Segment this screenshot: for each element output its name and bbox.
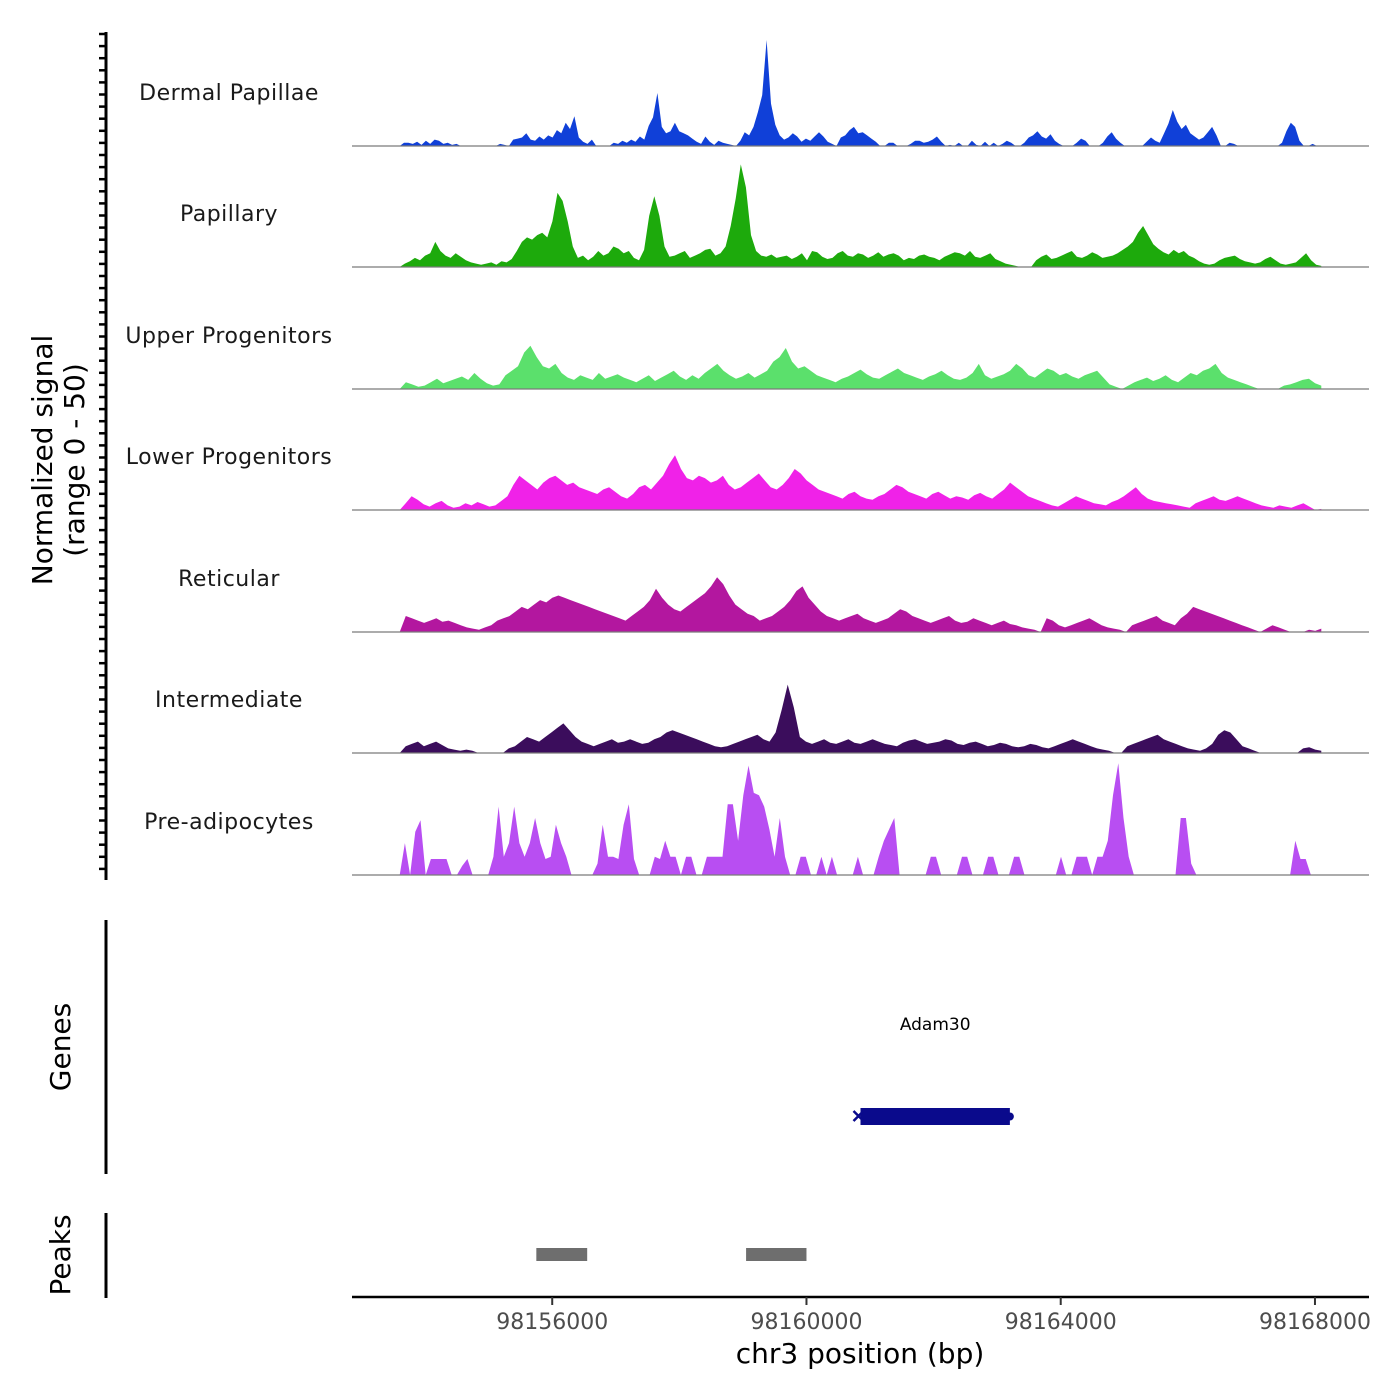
track-signal-area: [399, 164, 1322, 267]
x-axis-tick-label: 98160000: [750, 1310, 862, 1335]
x-axis: 98156000 98160000 98164000 98168000: [352, 1295, 1371, 1335]
track-pre-adipocytes: Pre-adipocytes: [144, 763, 1369, 876]
track-signal-area: [399, 763, 1322, 875]
gene-strand-marker: [852, 1110, 865, 1122]
track-intermediate: Intermediate: [155, 684, 1369, 754]
track-lower-progenitors: Lower Progenitors: [126, 445, 1369, 511]
track-reticular: Reticular: [178, 567, 1369, 633]
y-axis-title-line1: Normalized signal: [26, 335, 59, 586]
track-label: Upper Progenitors: [125, 324, 332, 349]
gene-models: Adam30: [852, 1015, 1014, 1125]
track-label: Papillary: [180, 202, 278, 227]
track-signal-area: [399, 577, 1322, 632]
track-dermal-papillae: Dermal Papillae: [139, 40, 1369, 147]
gene-end-marker: [1005, 1112, 1014, 1121]
track-signal-area: [399, 345, 1322, 389]
peaks-panel: Peaks: [44, 1213, 807, 1298]
signal-tracks: Dermal Papillae Papillary Upper Progenitor…: [125, 40, 1369, 876]
track-upper-progenitors: Upper Progenitors: [125, 324, 1369, 390]
y-axis-title-line2: (range 0 - 50): [58, 363, 91, 557]
gene-adam30: Adam30: [852, 1015, 1014, 1125]
peaks-panel-label: Peaks: [44, 1214, 77, 1295]
x-axis-tick-label: 98156000: [496, 1310, 608, 1335]
x-axis-tick-label: 98164000: [1005, 1310, 1117, 1335]
peak-regions: [536, 1248, 807, 1261]
x-axis-title: chr3 position (bp): [736, 1337, 985, 1370]
signal-y-axis: [99, 32, 108, 880]
track-label: Intermediate: [155, 688, 303, 713]
gene-body: [860, 1108, 1010, 1125]
x-axis-tick-label: 98168000: [1259, 1310, 1371, 1335]
track-signal-area: [399, 40, 1322, 146]
peak-region: [536, 1248, 588, 1261]
track-signal-area: [399, 455, 1322, 510]
genes-panel-label: Genes: [44, 1003, 77, 1091]
track-label: Lower Progenitors: [126, 445, 332, 470]
track-label: Reticular: [178, 567, 280, 592]
peak-region: [746, 1248, 807, 1261]
track-label: Dermal Papillae: [139, 81, 319, 106]
track-papillary: Papillary: [180, 164, 1369, 268]
track-signal-area: [399, 684, 1322, 753]
track-label: Pre-adipocytes: [144, 810, 314, 835]
gene-label: Adam30: [900, 1015, 971, 1035]
genes-panel: Genes Adam30: [44, 920, 1014, 1174]
